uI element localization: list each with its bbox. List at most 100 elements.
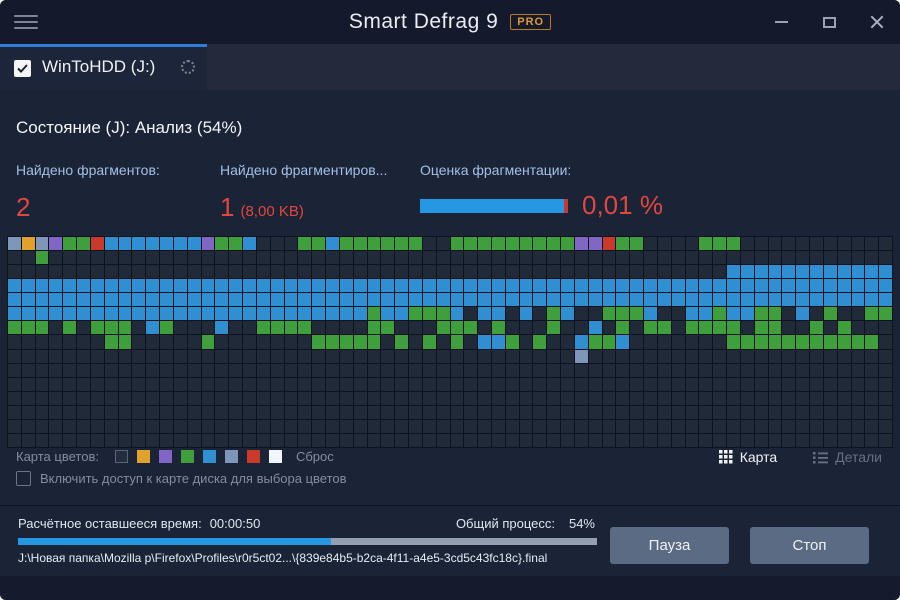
bottom-strip [0,576,900,600]
view-details-button[interactable]: Детали [813,449,882,465]
color-swatch[interactable] [268,450,282,463]
disk-map-cell [519,377,533,391]
color-swatch[interactable] [136,450,150,463]
disk-map-cell [49,349,63,363]
stat-fragmented-detail: (8,00 KB) [240,203,304,220]
view-map-button[interactable]: Карта [718,449,778,465]
disk-map-cell [491,251,505,265]
reset-link[interactable]: Сброс [295,449,334,464]
disk-map-cell [547,419,561,433]
disk-map-cell [8,433,21,447]
disk-map-cell [685,251,699,265]
color-swatch[interactable] [246,450,260,463]
disk-map-cell [298,335,312,349]
close-icon [870,15,884,29]
disk-map-cell [409,335,422,349]
disk-map-cell [132,349,146,363]
drive-checkbox[interactable] [14,60,31,77]
disk-map-cell [201,363,215,377]
stop-button[interactable]: Стоп [750,527,869,564]
disk-map-cell [187,321,201,335]
disk-map-cell [49,321,63,335]
color-swatch[interactable] [180,450,194,463]
map-access-row: Включить доступ к карте диска для выбора… [16,471,347,486]
disk-map-cell [229,293,243,307]
disk-map-cell [851,251,865,265]
disk-map-cell [187,279,201,293]
disk-map-cell [187,335,201,349]
disk-map-cell [865,419,879,433]
disk-map-cell [367,363,381,377]
disk-map-cell [284,391,298,405]
disk-map-cell [243,279,256,293]
disk-map-cell [21,279,35,293]
disk-map-cell [132,237,146,251]
disk-map-cell [353,293,367,307]
disk-map-cell [464,293,478,307]
maximize-button[interactable] [818,11,840,33]
view-map-label: Карта [739,449,778,465]
disk-map-cell [491,419,505,433]
disk-map-cell [464,405,478,419]
disk-map-cell [256,279,270,293]
disk-map-cell [229,363,243,377]
disk-map-cell [796,321,810,335]
map-access-checkbox[interactable] [16,471,31,486]
disk-map-cell [588,391,602,405]
disk-map-cell [644,377,657,391]
disk-map-cell [243,237,256,251]
disk-map-cell [436,405,450,419]
disk-map-cell [699,405,713,419]
disk-map-cell [21,237,35,251]
menu-icon[interactable] [14,15,38,29]
disk-map-cell [837,405,851,419]
disk-map-cell [35,307,49,321]
disk-map-cell [644,335,657,349]
color-swatch[interactable] [202,450,216,463]
tab-wintohdd[interactable]: WinToHDD (J:) [0,44,207,90]
disk-map-cell [699,335,713,349]
disk-map-cell [132,433,146,447]
disk-map-cell [243,307,256,321]
disk-map-cell [865,279,879,293]
disk-map-cell [229,391,243,405]
disk-map-cell [782,321,796,335]
disk-map-cell [547,405,561,419]
disk-map-cell [630,419,644,433]
disk-map-cell [519,251,533,265]
disk-map-cell [90,279,104,293]
close-button[interactable] [866,11,888,33]
disk-map-cell [90,349,104,363]
disk-map-cell [561,377,574,391]
disk-map-cell [21,307,35,321]
disk-map-cell [713,377,727,391]
disk-map-cell [547,321,561,335]
disk-map-cell [547,335,561,349]
disk-map-cell [35,321,49,335]
disk-map-cell [547,307,561,321]
disk-map-cell [616,265,630,279]
disk-map-cell [77,363,90,377]
disk-map-cell [243,377,256,391]
disk-map-cell [519,363,533,377]
disk-map-cell [284,433,298,447]
disk-map-cell [505,405,519,419]
disk-map-cell [574,335,588,349]
disk-map-cell [422,391,436,405]
disk-map-cell [740,419,754,433]
color-swatch[interactable] [114,450,128,463]
disk-map-cell [298,433,312,447]
disk-map-cell [77,377,90,391]
color-swatch[interactable] [158,450,172,463]
disk-map-cell [879,293,892,307]
disk-map-cell [21,419,35,433]
minimize-button[interactable] [770,11,792,33]
disk-map-cell [644,391,657,405]
minimize-icon [774,21,788,23]
disk-map-cell [284,251,298,265]
disk-map-cell [173,419,187,433]
pause-button[interactable]: Пауза [610,527,729,564]
disk-map-cell [353,377,367,391]
color-swatch[interactable] [224,450,238,463]
disk-map-cell [367,265,381,279]
